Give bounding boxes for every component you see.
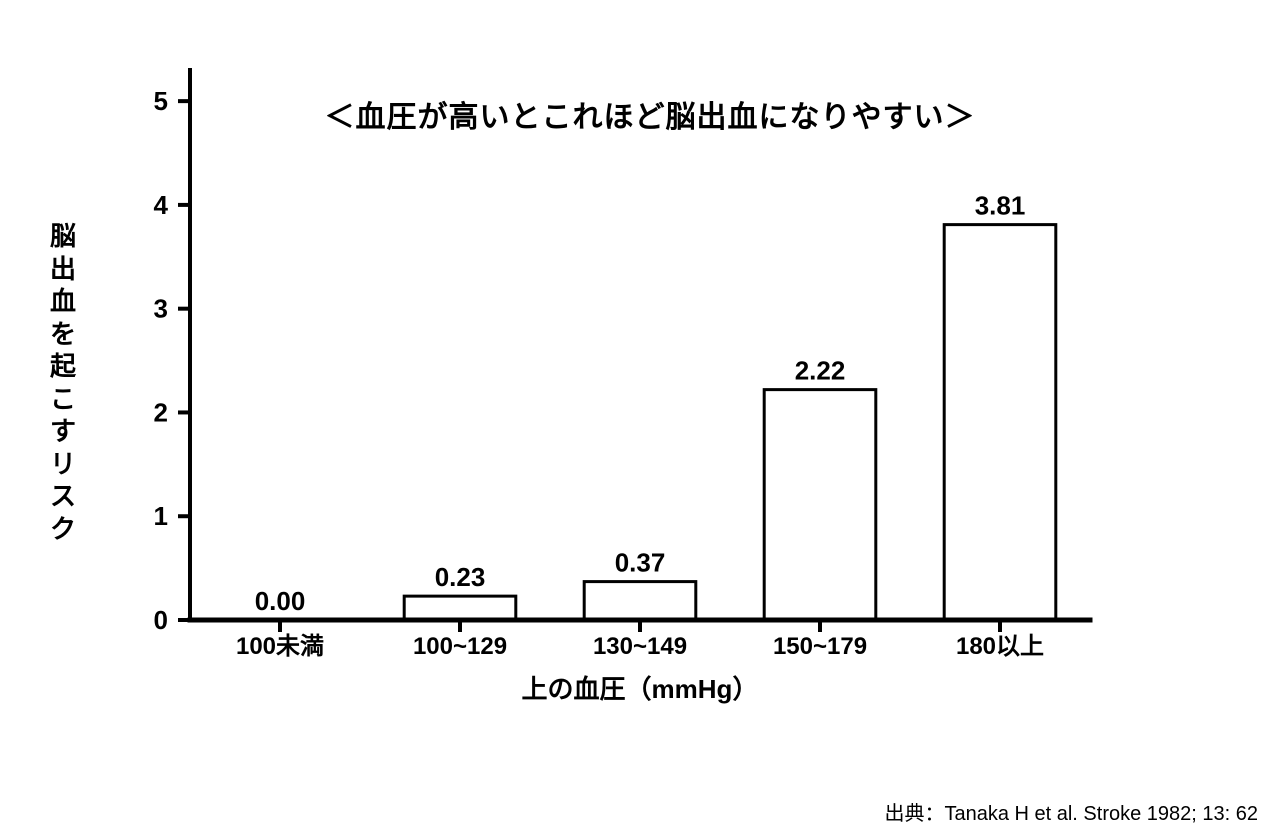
svg-text:100未満: 100未満: [236, 633, 324, 660]
svg-text:上の血圧（mmHg）: 上の血圧（mmHg）: [522, 674, 759, 704]
svg-text:150~179: 150~179: [773, 633, 867, 660]
svg-text:1: 1: [154, 501, 168, 531]
svg-text:2.22: 2.22: [795, 356, 846, 386]
svg-text:0.00: 0.00: [255, 586, 306, 616]
svg-text:180以上: 180以上: [956, 633, 1044, 660]
y-axis-label: 脳出血を起こすリスク: [48, 220, 78, 545]
svg-text:100~129: 100~129: [413, 633, 507, 660]
svg-text:3: 3: [154, 294, 168, 324]
bar-chart: 0 1 2 3 4 5 0.00 100未満 0.23 100~129 0.37 130~149 2.2…: [130, 60, 1130, 710]
svg-text:＜血圧が高いとこれほど脳出血になりやすい＞: ＜血圧が高いとこれほど脳出血になりやすい＞: [325, 100, 976, 134]
svg-text:0.37: 0.37: [615, 548, 666, 578]
page: 脳出血を起こすリスク 0 1 2 3 4 5 0.00 100未満 0.23 100~129 0.3…: [0, 0, 1278, 832]
svg-text:3.81: 3.81: [975, 191, 1026, 221]
svg-text:0.23: 0.23: [435, 562, 486, 592]
chart-container: 0 1 2 3 4 5 0.00 100未満 0.23 100~129 0.37 130~149 2.2…: [130, 60, 1130, 710]
svg-text:5: 5: [154, 86, 168, 116]
svg-text:2: 2: [154, 397, 168, 427]
svg-text:4: 4: [154, 190, 169, 220]
svg-text:130~149: 130~149: [593, 633, 687, 660]
citation-text: 出典：Tanaka H et al. Stroke 1982; 13: 62: [884, 797, 1258, 826]
svg-text:0: 0: [154, 605, 168, 635]
